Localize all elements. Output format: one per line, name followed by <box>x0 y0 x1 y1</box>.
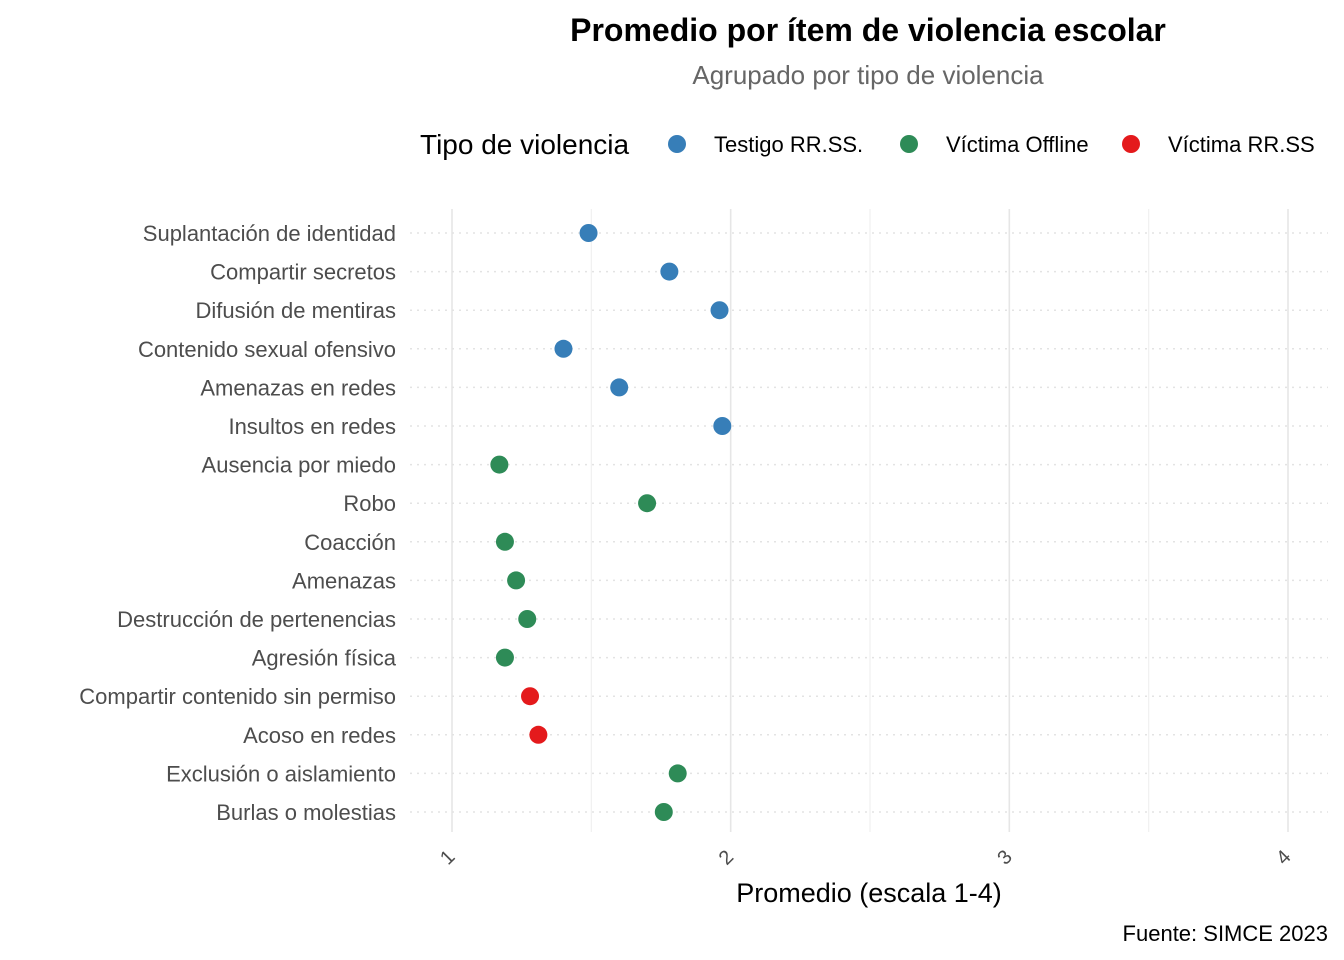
y-tick-label: Amenazas <box>292 568 396 593</box>
legend: Tipo de violencia Testigo RR.SS. Víctima … <box>420 129 1315 160</box>
y-tick-label: Destrucción de pertenencias <box>117 607 396 632</box>
caption: Fuente: SIMCE 2023 <box>1123 921 1328 946</box>
data-point <box>554 339 573 358</box>
y-tick-label: Amenazas en redes <box>200 375 396 400</box>
data-point <box>507 571 526 590</box>
legend-label: Testigo RR.SS. <box>714 132 863 157</box>
x-axis-labels: 1 2 3 4 <box>436 846 1295 869</box>
x-tick-label: 1 <box>436 846 459 869</box>
y-tick-label: Difusión de mentiras <box>195 298 396 323</box>
data-point <box>654 803 673 821</box>
data-point <box>710 301 729 320</box>
data-point <box>660 262 679 281</box>
y-tick-label: Coacción <box>304 530 396 555</box>
x-axis-title: Promedio (escala 1-4) <box>736 878 1002 908</box>
data-point <box>579 224 598 242</box>
data-point <box>495 648 514 667</box>
y-tick-label: Compartir contenido sin permiso <box>79 684 396 709</box>
y-tick-label: Robo <box>343 491 396 516</box>
legend-label: Víctima Offline <box>946 132 1089 157</box>
y-tick-label: Insultos en redes <box>228 414 396 439</box>
data-point <box>495 532 514 551</box>
x-tick-label: 4 <box>1272 846 1295 869</box>
y-tick-label: Contenido sexual ofensivo <box>138 337 396 362</box>
y-tick-label: Exclusión o aislamiento <box>166 761 396 786</box>
y-tick-label: Compartir secretos <box>210 260 396 285</box>
data-point <box>610 378 629 397</box>
y-tick-label: Burlas o molestias <box>216 800 396 825</box>
legend-key <box>900 135 918 153</box>
x-tick-label: 3 <box>993 846 1016 869</box>
chart-title: Promedio por ítem de violencia escolar <box>570 12 1166 48</box>
data-point <box>638 494 657 513</box>
y-axis-labels: Suplantación de identidad Compartir secre… <box>79 221 396 825</box>
legend-key <box>668 135 686 153</box>
data-point <box>521 687 540 706</box>
data-point <box>518 610 537 628</box>
y-tick-label: Ausencia por miedo <box>202 453 396 478</box>
chart-subtitle: Agrupado por tipo de violencia <box>692 60 1044 90</box>
legend-label: Víctima RR.SS <box>1168 132 1315 157</box>
y-tick-label: Acoso en redes <box>243 723 396 748</box>
data-point <box>490 455 509 474</box>
data-points <box>490 224 732 821</box>
legend-key <box>1122 135 1140 153</box>
data-point <box>668 764 687 783</box>
legend-title: Tipo de violencia <box>420 129 630 160</box>
data-point <box>529 725 548 744</box>
data-point <box>713 417 732 435</box>
y-tick-label: Agresión física <box>252 646 397 671</box>
y-tick-label: Suplantación de identidad <box>143 221 396 246</box>
x-tick-label: 2 <box>715 846 738 869</box>
grid <box>410 209 1328 832</box>
